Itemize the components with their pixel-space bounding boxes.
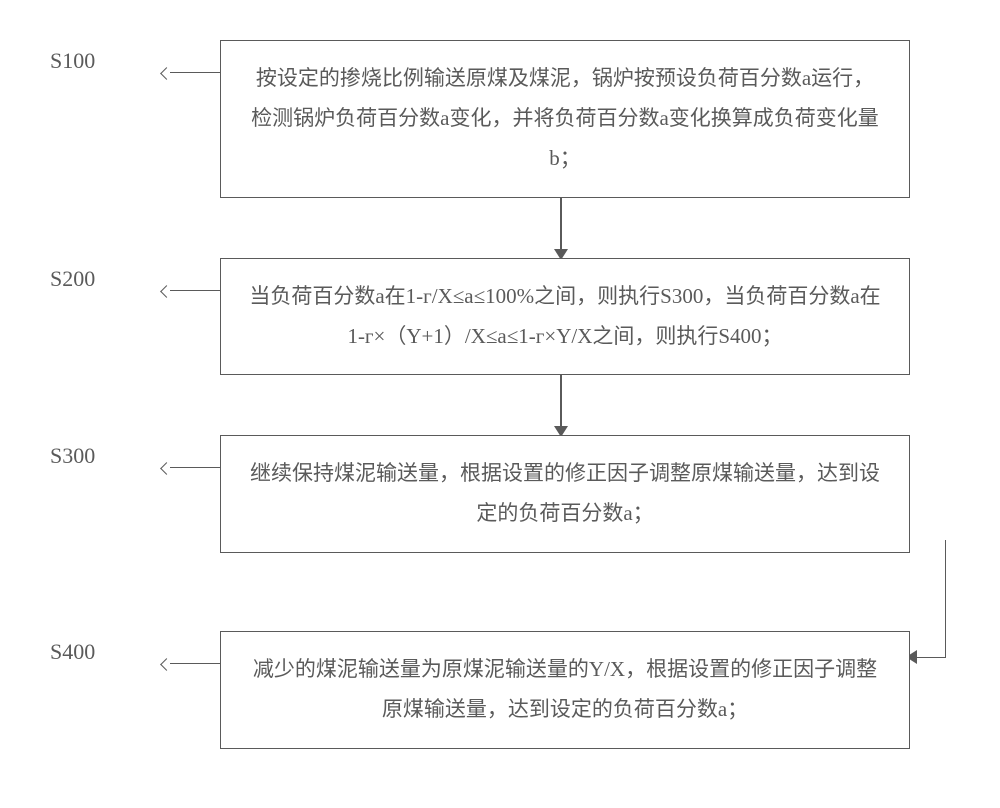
label-connector — [170, 663, 220, 664]
step-label-s400: S400 — [50, 631, 170, 665]
label-connector — [170, 72, 220, 73]
step-box-s400: 减少的煤泥输送量为原煤泥输送量的Y/X，根据设置的修正因子调整原煤输送量，达到设… — [220, 631, 910, 749]
step-box-s300: 继续保持煤泥输送量，根据设置的修正因子调整原煤输送量，达到设定的负荷百分数a； — [220, 435, 910, 553]
flowchart-container: S100 按设定的掺烧比例输送原煤及煤泥，锅炉按预设负荷百分数a运行，检测锅炉负… — [50, 40, 950, 749]
flow-step-s100: S100 按设定的掺烧比例输送原煤及煤泥，锅炉按预设负荷百分数a运行，检测锅炉负… — [50, 40, 950, 198]
flow-step-s400: S400 减少的煤泥输送量为原煤泥输送量的Y/X，根据设置的修正因子调整原煤输送… — [50, 631, 950, 749]
step-label-s100: S100 — [50, 40, 170, 74]
step-box-s200: 当负荷百分数a在1-г/X≤a≤100%之间，则执行S300，当负荷百分数a在1… — [220, 258, 910, 376]
arrow-s100-s200 — [560, 198, 562, 258]
step-box-s100: 按设定的掺烧比例输送原煤及煤泥，锅炉按预设负荷百分数a运行，检测锅炉负荷百分数a… — [220, 40, 910, 198]
flow-step-s200: S200 当负荷百分数a在1-г/X≤a≤100%之间，则执行S300，当负荷百… — [50, 258, 950, 376]
step-label-s300: S300 — [50, 435, 170, 469]
step-label-s200: S200 — [50, 258, 170, 292]
flow-step-s300: S300 继续保持煤泥输送量，根据设置的修正因子调整原煤输送量，达到设定的负荷百… — [50, 435, 950, 553]
arrow-s200-s300 — [560, 375, 562, 435]
label-connector — [170, 467, 220, 468]
label-connector — [170, 290, 220, 291]
